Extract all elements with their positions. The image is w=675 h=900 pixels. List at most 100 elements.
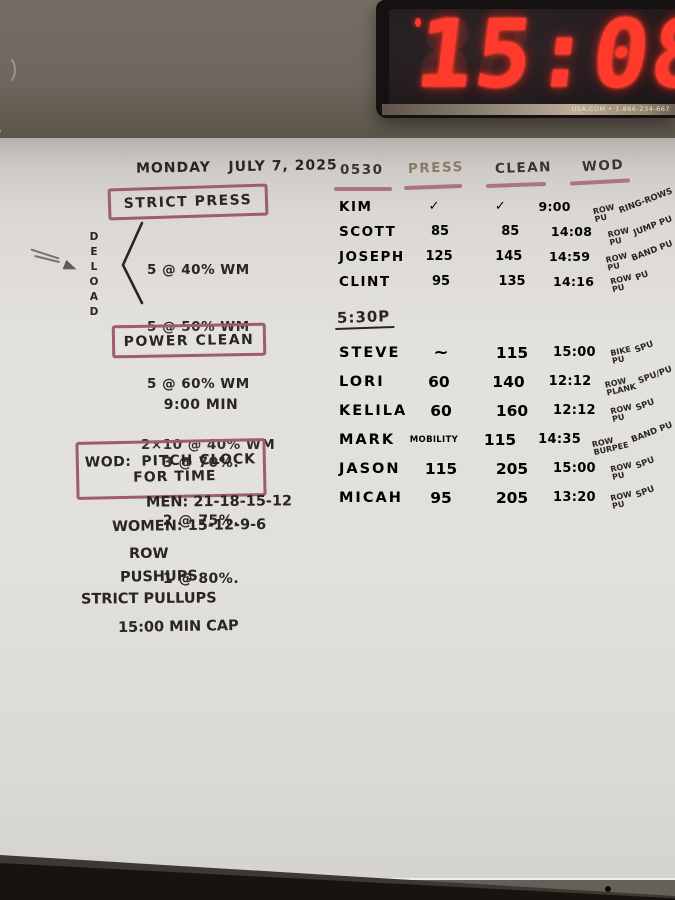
press-score: 95: [430, 488, 452, 507]
clock-time: 15:08: [410, 9, 675, 104]
athlete-name: MARK: [339, 431, 396, 448]
wod-time: 14:16: [553, 274, 595, 289]
scheme-line: 2 @ 75%.: [162, 513, 240, 529]
column-header-press: PRESS: [407, 159, 465, 177]
athlete-name: JOSEPH: [339, 248, 405, 265]
set-line: 5 @ 60% WM: [147, 376, 250, 392]
am-class-rows: KIM ✓ ✓ 9:00 ROW PU RING-ROWS SCOTT 85 8…: [330, 186, 675, 294]
set-line: 2×10 @ 40% WM: [141, 437, 276, 453]
athlete-name: KIM: [339, 198, 373, 215]
wod-note: SPU: [634, 396, 656, 413]
strict-press-title: STRICT PRESS: [123, 191, 253, 213]
clean-score: 145: [495, 249, 523, 264]
clean-score: 140: [492, 372, 525, 391]
strict-press-box: STRICT PRESS: [107, 183, 269, 221]
wod-notes: ROW BURPEE BAND PU: [591, 420, 675, 457]
wod-line: MEN: 21-18-15-12: [145, 493, 293, 511]
wod-label: WOD:: [84, 453, 132, 471]
scheme-line: 1 @ 80%.: [162, 571, 240, 587]
press-score: ✓: [428, 199, 440, 214]
athlete-row: LORI 60 140 12:12 ROW PLANK SPU/PU: [330, 363, 675, 397]
strict-press-sets: 5 @ 40% WM 5 @ 50% WM 5 @ 60% WM 2×10 @ …: [141, 223, 281, 474]
wod-notes: ROW PU SPU: [610, 454, 658, 482]
set-line: 5 @ 50% WM: [147, 319, 250, 335]
header-underline: [403, 183, 463, 191]
floor-speck: [605, 886, 611, 892]
press-score: 85: [430, 224, 450, 239]
header-underline: [334, 187, 392, 191]
clean-score: ✓: [494, 199, 506, 214]
power-clean-scheme: 9:00 MIN 3 @ 70%. 2 @ 75%. 1 @ 80%.: [142, 357, 260, 608]
scheme-line: 3 @ 70%.: [162, 455, 240, 471]
column-header-0530: 0530: [340, 162, 384, 178]
wod-line: WOMEN: 15-12-9-6: [111, 516, 267, 536]
clock-display: 88:88 15:08: [389, 9, 675, 104]
wod-notes: ROW PU PU: [609, 268, 652, 294]
athlete-name: JASON: [339, 460, 401, 477]
wod-time: 15:00: [553, 345, 596, 360]
clean-score: 205: [495, 488, 529, 507]
clean-score: 135: [498, 274, 526, 289]
clean-score: 160: [495, 401, 529, 420]
column-header-clean: CLEAN: [494, 159, 553, 177]
header-underline: [569, 178, 631, 186]
press-score: 95: [431, 274, 451, 289]
led-clock: 88:88 15:08 USA.COM • 1-866-234-667: [376, 0, 675, 118]
wod-note: PU: [634, 268, 650, 283]
wod-line: PUSHUPS: [119, 568, 198, 586]
clean-score: 115: [483, 430, 517, 449]
wod-notes: BIKE PU SPU: [610, 338, 656, 365]
wod-note: SPU: [634, 454, 656, 471]
wod-time: 13:20: [553, 490, 596, 505]
header-underline: [485, 181, 547, 189]
set-line: 5 @ 40% WM: [147, 262, 250, 278]
class-roster: 0530 PRESS CLEAN WOD KIM ✓ ✓ 9:00 ROW PU…: [330, 156, 675, 294]
wod-time: 14:35: [538, 432, 582, 447]
wod-note: SPU/PU: [637, 363, 675, 386]
wod-box: WOD: PITCH CLOCK FOR TIME: [75, 438, 267, 500]
wod-subtitle: FOR TIME: [133, 468, 217, 486]
whiteboard: [0, 138, 675, 880]
clean-score: 115: [495, 343, 529, 362]
roster-header-row: 0530 PRESS CLEAN WOD: [330, 156, 675, 194]
wod-time: 9:00: [538, 199, 571, 214]
pm-class-label: 5:30P: [334, 306, 395, 331]
clean-score: 205: [495, 459, 529, 478]
athlete-row: JOSEPH 125 145 14:59 ROW PU BAND PU: [330, 238, 675, 272]
clock-brand-text: USA.COM • 1-866-234-667: [382, 104, 675, 115]
scheme-line: 9:00 MIN: [163, 397, 239, 413]
press-score: 60: [430, 401, 452, 420]
wod-notes: ROW PU SPU: [610, 483, 658, 511]
wod-note: SPU: [634, 483, 656, 500]
wod-time: 15:00: [553, 461, 596, 476]
clean-score: 85: [501, 224, 520, 239]
wod-line: STRICT PULLUPS: [80, 590, 217, 608]
press-score: MOBILITY: [409, 434, 459, 445]
wod-note: SPU: [633, 338, 655, 356]
power-clean-title: POWER CLEAN: [123, 331, 255, 350]
wod-time: 12:12: [553, 403, 596, 418]
athlete-row: MARK MOBILITY 115 14:35 ROW BURPEE BAND …: [330, 420, 675, 457]
athlete-name: CLINT: [339, 273, 391, 290]
athlete-name: SCOTT: [339, 223, 397, 240]
press-score: ~: [433, 342, 449, 363]
wod-line: ROW: [129, 546, 169, 562]
wod-line: 15:00 MIN CAP: [117, 617, 239, 637]
athlete-name: STEVE: [339, 344, 401, 361]
athlete-row: SCOTT 85 85 14:08 ROW PU JUMP PU: [330, 214, 675, 247]
athlete-row: STEVE ~ 115 15:00 BIKE PU SPU: [330, 338, 675, 367]
brace-mark: [121, 221, 144, 305]
athlete-row: KELILA 60 160 12:12 ROW PU SPU: [330, 396, 675, 425]
athlete-name: MICAH: [339, 489, 403, 506]
wod-notes: ROW PLANK SPU/PU: [604, 363, 675, 397]
athlete-name: KELILA: [339, 402, 408, 419]
athlete-row: KIM ✓ ✓ 9:00 ROW PU RING-ROWS: [330, 186, 675, 224]
clock-indicator-dot: [415, 18, 421, 27]
wod-title: PITCH CLOCK: [141, 451, 257, 470]
column-header-wod: WOD: [581, 156, 625, 176]
press-score: 60: [428, 372, 450, 391]
athlete-row: MICAH 95 205 13:20 ROW PU SPU: [330, 483, 675, 512]
deload-label: DELOAD: [88, 231, 100, 321]
athlete-row: JASON 115 205 15:00 ROW PU SPU: [330, 454, 675, 483]
press-score: 115: [424, 459, 458, 478]
